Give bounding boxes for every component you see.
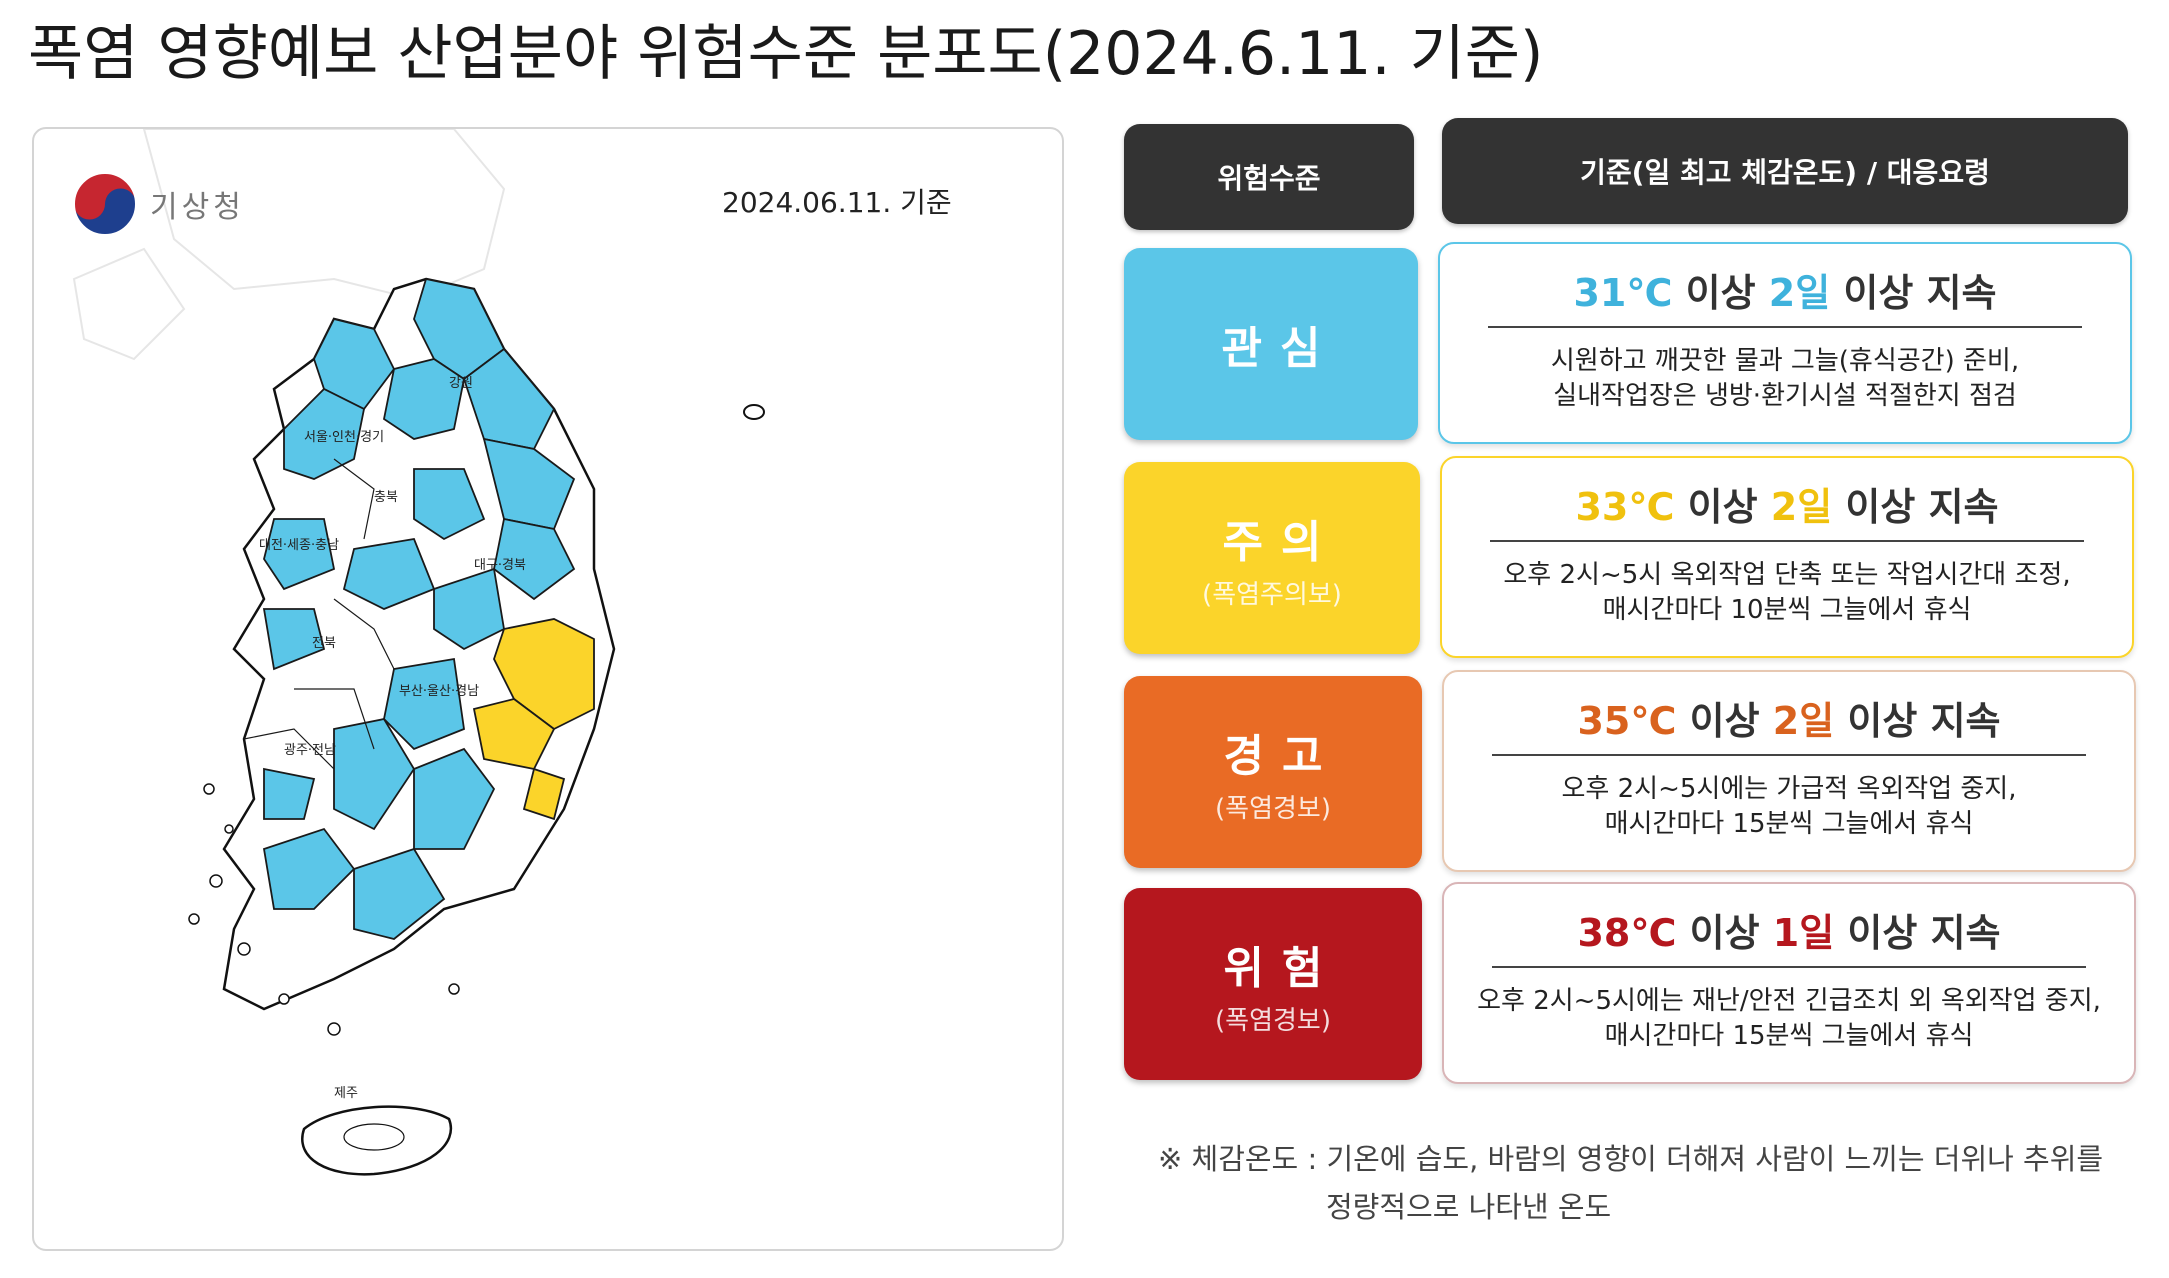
level-name: 위험	[1223, 942, 1341, 994]
header-level: 위험수준	[1124, 124, 1414, 230]
response-text: 오후 2시~5시 옥외작업 단축 또는 작업시간대 조정, 매시간마다 10분씩…	[1503, 560, 2071, 625]
level-card-juui: 주의 (폭염주의보)	[1124, 462, 1420, 654]
region-label-daejeon: 대전·세종·충남	[259, 538, 339, 553]
region-label-busan: 부산·울산·경남	[399, 684, 479, 699]
footnote-line-2: 정량적으로 나타낸 온도	[1326, 1190, 1612, 1224]
desc-card-gyeonggo: 35℃ 이상 2일 이상 지속 오후 2시~5시에는 가급적 옥외작업 중지, …	[1442, 670, 2136, 872]
page-title: 폭염 영향예보 산업분야 위험수준 분포도(2024.6.11. 기준)	[28, 19, 1544, 89]
header-criteria: 기준(일 최고 체감온도) / 대응요령	[1442, 118, 2128, 224]
divider	[1492, 966, 2086, 968]
level-sub: (폭염경보)	[1215, 1005, 1331, 1036]
jeju-island	[301, 1105, 452, 1176]
level-name: 경고	[1223, 730, 1341, 782]
desc-card-juui: 33℃ 이상 2일 이상 지속 오후 2시~5시 옥외작업 단축 또는 작업시간…	[1440, 456, 2134, 658]
condition-text: 35℃ 이상 2일 이상 지속	[1577, 699, 2001, 743]
logo-text: 기상청	[150, 190, 245, 225]
region-label-chungbuk: 충북	[374, 490, 398, 505]
level-card-gwansim: 관심	[1124, 248, 1418, 440]
response-text: 오후 2시~5시에는 가급적 옥외작업 중지, 매시간마다 15분씩 그늘에서 …	[1561, 774, 2017, 839]
response-text: 오후 2시~5시에는 재난/안전 긴급조치 외 옥외작업 중지, 매시간마다 1…	[1477, 986, 2101, 1051]
level-name: 주의	[1222, 516, 1340, 568]
region-borders	[243, 458, 395, 770]
desc-card-wiheom: 38℃ 이상 1일 이상 지속 오후 2시~5시에는 재난/안전 긴급조치 외 …	[1442, 882, 2136, 1084]
level-card-gyeonggo: 경고 (폭염경보)	[1124, 676, 1422, 868]
map-panel: 강원 서울·인천·경기 충북 대전·세종·충남 대구·경북 전북 부산·울산·경…	[32, 127, 1064, 1251]
kma-logo: 기상청	[72, 171, 245, 237]
region-label-gwangju: 광주·전남	[284, 743, 336, 758]
level-sub: (폭염주의보)	[1202, 579, 1342, 610]
taegeuk-logo-icon	[73, 172, 137, 236]
region-label-gangwon: 강원	[449, 376, 473, 391]
footnote-line-1: ※ 체감온도 : 기온에 습도, 바람의 영향이 더해져 사람이 느끼는 더위나…	[1158, 1142, 2104, 1176]
region-label-seoul: 서울·인천·경기	[304, 430, 384, 445]
level-sub: (폭염경보)	[1215, 793, 1331, 824]
level-name: 관심	[1221, 323, 1339, 374]
dokdo-island	[743, 404, 765, 420]
level-gwansim-regions	[262, 277, 576, 940]
divider	[1492, 754, 2086, 756]
level-juui-regions	[472, 618, 595, 821]
region-label-jeonbuk: 전북	[312, 636, 336, 651]
map-date: 2024.06.11. 기준	[722, 186, 952, 219]
region-label-jeju: 제주	[334, 1086, 358, 1101]
divider	[1490, 540, 2084, 542]
condition-text: 33℃ 이상 2일 이상 지속	[1575, 485, 1999, 529]
southwest-islands	[188, 783, 460, 1036]
response-text: 시원하고 깨끗한 물과 그늘(휴식공간) 준비, 실내작업장은 냉방·환기시설 …	[1550, 346, 2020, 411]
condition-text: 38℃ 이상 1일 이상 지속	[1577, 911, 2001, 955]
divider	[1488, 326, 2082, 328]
region-label-daegu: 대구·경북	[474, 558, 526, 573]
level-card-wiheom: 위험 (폭염경보)	[1124, 888, 1422, 1080]
korea-map: 강원 서울·인천·경기 충북 대전·세종·충남 대구·경북 전북 부산·울산·경…	[72, 129, 765, 1176]
condition-text: 31℃ 이상 2일 이상 지속	[1573, 271, 1997, 315]
desc-card-gwansim: 31℃ 이상 2일 이상 지속 시원하고 깨끗한 물과 그늘(휴식공간) 준비,…	[1438, 242, 2132, 444]
